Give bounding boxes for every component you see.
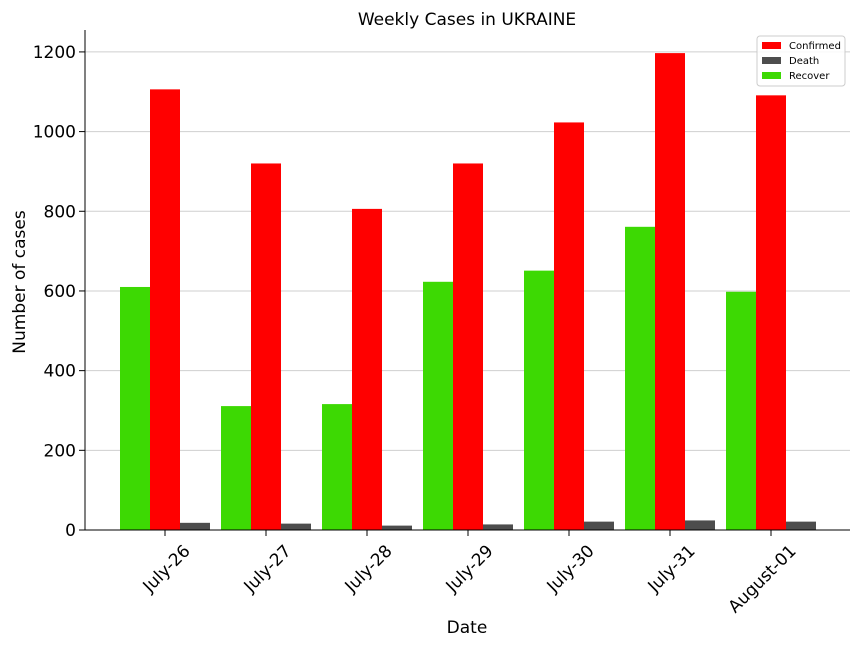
bar-death-july-30 xyxy=(584,521,614,530)
x-tick-label: July-30 xyxy=(543,541,599,597)
bar-confirmed-july-28 xyxy=(352,208,382,530)
x-tick-label: July-31 xyxy=(644,541,700,597)
bar-recover-august-01 xyxy=(726,291,756,530)
legend-swatch-confirmed xyxy=(762,42,781,49)
bar-death-july-31 xyxy=(685,520,715,530)
chart-title: Weekly Cases in UKRAINE xyxy=(358,10,576,30)
bar-recover-july-26 xyxy=(120,286,150,530)
bars xyxy=(120,53,816,531)
bar-death-july-27 xyxy=(281,523,311,530)
x-tick-label: August-01 xyxy=(725,541,801,617)
bar-recover-july-31 xyxy=(625,226,655,530)
y-tick-label: 600 xyxy=(44,282,76,302)
legend-label-death: Death xyxy=(789,56,819,67)
x-axis-label: Date xyxy=(447,618,488,638)
y-tick-label: 1000 xyxy=(33,123,76,143)
legend: Confirmed Death Recover xyxy=(756,35,846,87)
x-tick-label: July-27 xyxy=(240,541,296,597)
y-tick-label: 1200 xyxy=(33,43,76,63)
bar-recover-july-29 xyxy=(423,281,453,530)
x-tick-label: July-26 xyxy=(139,541,195,597)
legend-label-recover: Recover xyxy=(789,71,830,82)
bar-confirmed-july-30 xyxy=(554,122,584,530)
y-tick-label: 200 xyxy=(44,441,76,461)
y-tick-label: 400 xyxy=(44,362,76,382)
y-axis-label: Number of cases xyxy=(10,210,30,354)
x-ticks: July-26 July-27 July-28 July-29 July-30 July-… xyxy=(139,530,801,617)
bar-death-july-26 xyxy=(180,522,210,530)
bar-death-august-01 xyxy=(786,521,816,530)
x-tick-label: July-28 xyxy=(341,541,397,597)
bar-confirmed-july-27 xyxy=(251,163,281,531)
y-tick-label: 0 xyxy=(65,521,76,541)
bar-recover-july-30 xyxy=(524,270,554,530)
bar-confirmed-july-26 xyxy=(150,89,180,530)
legend-swatch-death xyxy=(762,57,781,64)
y-tick-label: 800 xyxy=(44,202,76,222)
bar-recover-july-27 xyxy=(221,406,251,530)
y-ticks: 0 200 400 600 800 1000 1200 xyxy=(33,43,85,541)
legend-swatch-recover xyxy=(762,72,781,79)
bar-death-july-29 xyxy=(483,524,513,530)
legend-label-confirmed: Confirmed xyxy=(789,41,841,52)
x-tick-label: July-29 xyxy=(442,541,498,597)
bar-confirmed-august-01 xyxy=(756,95,786,530)
bar-recover-july-28 xyxy=(322,404,352,530)
bar-death-july-28 xyxy=(382,525,412,530)
bar-confirmed-july-29 xyxy=(453,163,483,531)
bar-confirmed-july-31 xyxy=(655,53,685,530)
